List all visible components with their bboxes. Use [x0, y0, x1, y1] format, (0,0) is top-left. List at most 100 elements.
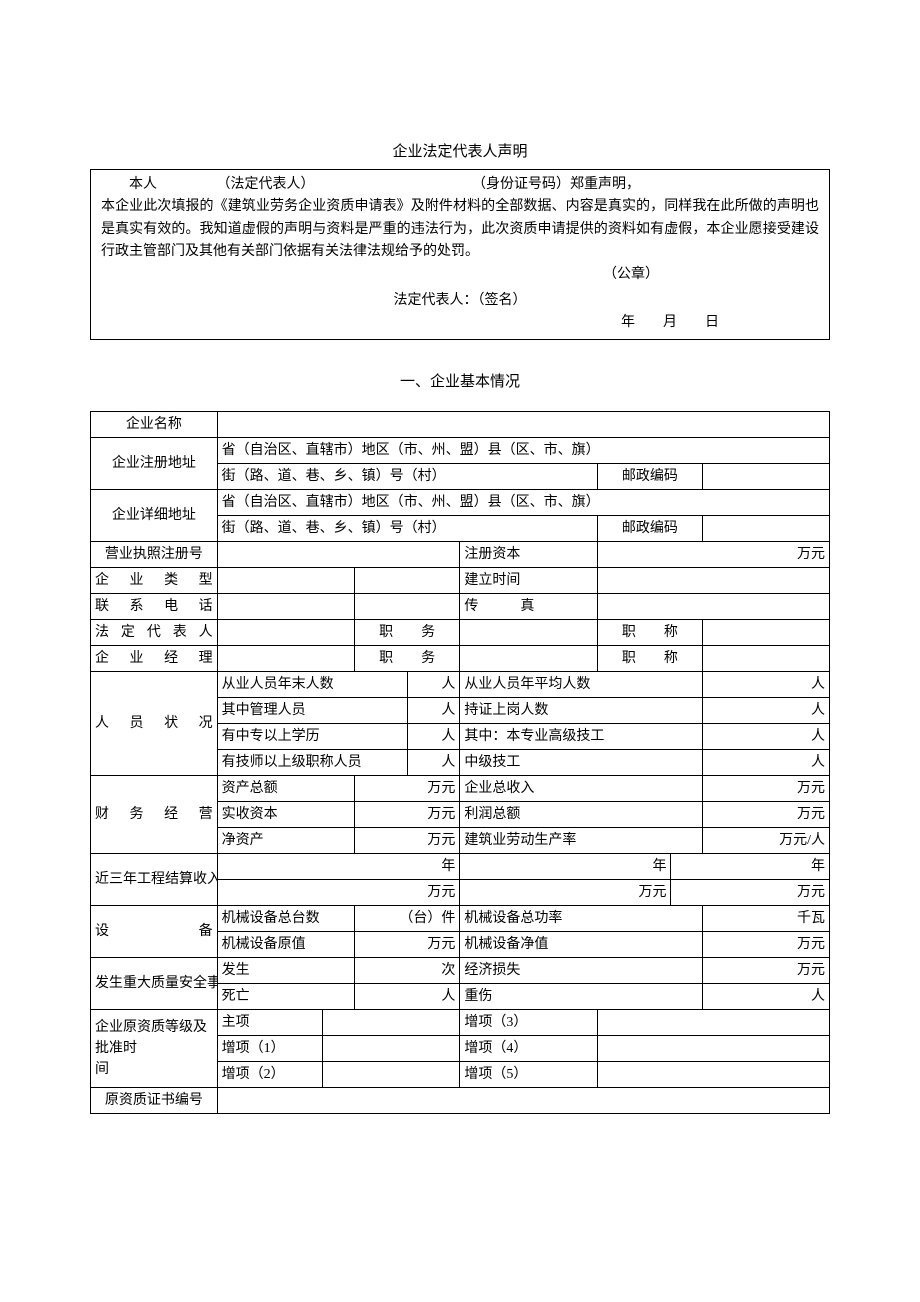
lbl-econ-loss: 经济损失 [460, 957, 703, 983]
wy-y2[interactable]: 万元 [460, 879, 671, 905]
val-detail-addr1[interactable]: 省（自治区、直辖市）地区（市、州、盟）县（区、市、旗） [217, 489, 829, 515]
val-company-type[interactable] [217, 567, 354, 593]
u-kw: 千瓦 [703, 905, 830, 931]
val-phone[interactable] [217, 593, 354, 619]
row-finance1: 财 务 经 营 资产总额 万元 企业总收入 万元 [91, 775, 830, 801]
val-company-name[interactable] [217, 411, 829, 437]
val-job1[interactable] [460, 619, 597, 645]
val-job2[interactable] [460, 645, 597, 671]
lbl-injury: 重伤 [460, 983, 703, 1009]
u-wy5: 万元 [354, 827, 460, 853]
lbl-legal-rep: 法 定 代 表 人 [91, 619, 218, 645]
lbl-reg-address: 企业注册地址 [91, 437, 218, 489]
val-reg-addr2[interactable]: 街（路、道、巷、乡、镇）号（村） [217, 463, 597, 489]
date-label: 年 月 日 [101, 312, 819, 334]
lbl-detail-address: 企业详细地址 [91, 489, 218, 541]
u-wy8: 万元 [703, 957, 830, 983]
lbl-job2: 职 务 [354, 645, 460, 671]
row-phone: 联 系 电 话 传 真 [91, 593, 830, 619]
val-postcode1[interactable] [703, 463, 830, 489]
val-add4[interactable] [597, 1035, 829, 1061]
section1-title: 一、企业基本情况 [90, 370, 830, 391]
y1[interactable]: 年 [217, 853, 460, 879]
lbl-title2: 职 称 [597, 645, 703, 671]
lbl-mgmt-staff: 其中管理人员 [217, 697, 407, 723]
val-add1[interactable] [323, 1035, 460, 1061]
y3[interactable]: 年 [671, 853, 830, 879]
lbl-phone: 联 系 电 话 [91, 593, 218, 619]
val-legal-rep[interactable] [217, 619, 354, 645]
val-phone2[interactable] [354, 593, 460, 619]
u-p8: 人 [703, 749, 830, 775]
info-table: 企业名称 企业注册地址 省（自治区、直辖市）地区（市、州、盟）县（区、市、旗） … [90, 411, 830, 1114]
u-wyr: 万元/人 [703, 827, 830, 853]
val-license-no[interactable] [217, 541, 460, 567]
val-reg-capital[interactable]: 万元 [597, 541, 829, 567]
lbl-total-assets: 资产总额 [217, 775, 354, 801]
u-wy6: 万元 [354, 931, 460, 957]
u-wy1: 万元 [354, 775, 460, 801]
lbl-equipment: 设 备 [91, 905, 218, 957]
lbl-manager: 企 业 经 理 [91, 645, 218, 671]
lbl-title1: 职 称 [597, 619, 703, 645]
val-fax[interactable] [597, 593, 829, 619]
lbl-productivity: 建筑业劳动生产率 [460, 827, 703, 853]
val-company-type2[interactable] [354, 567, 460, 593]
lbl-establish-date: 建立时间 [460, 567, 597, 593]
u-times: 次 [354, 957, 460, 983]
row-company-name: 企业名称 [91, 411, 830, 437]
u-p6: 人 [703, 723, 830, 749]
row-equip1: 设 备 机械设备总台数 （台）件 机械设备总功率 千瓦 [91, 905, 830, 931]
lbl-equip-count: 机械设备总台数 [217, 905, 354, 931]
val-orig-cert-no[interactable] [217, 1087, 829, 1113]
u-wy2: 万元 [703, 775, 830, 801]
val-title2[interactable] [703, 645, 830, 671]
lbl-three-year: 近三年工程结算收入 [91, 853, 218, 905]
row-detail-addr1: 企业详细地址 省（自治区、直辖市）地区（市、州、盟）县（区、市、旗） [91, 489, 830, 515]
u-wy4: 万元 [703, 801, 830, 827]
lbl-license-no: 营业执照注册号 [91, 541, 218, 567]
lbl-add5: 增项（5） [460, 1061, 597, 1087]
row-legal-rep: 法 定 代 表 人 职 务 职 称 [91, 619, 830, 645]
lbl-net-assets: 净资产 [217, 827, 354, 853]
lbl-add4: 增项（4） [460, 1035, 597, 1061]
lbl-job1: 职 务 [354, 619, 460, 645]
u-wy7: 万元 [703, 931, 830, 957]
row-reg-addr1: 企业注册地址 省（自治区、直辖市）地区（市、州、盟）县（区、市、旗） [91, 437, 830, 463]
y2[interactable]: 年 [460, 853, 671, 879]
lbl-staff-end: 从业人员年末人数 [217, 671, 407, 697]
row-cert-no: 原资质证书编号 [91, 1087, 830, 1113]
val-title1[interactable] [703, 619, 830, 645]
lbl-reg-capital: 注册资本 [460, 541, 597, 567]
lbl-profit: 利润总额 [460, 801, 703, 827]
val-detail-addr2[interactable]: 街（路、道、巷、乡、镇）号（村） [217, 515, 597, 541]
declaration-line1: 本人 （法定代表人） （身份证号码）郑重声明， [101, 174, 819, 196]
declaration-body: 本企业此次填报的《建筑业劳务企业资质申请表》及附件材料的全部数据、内容是真实的，… [101, 196, 819, 263]
lbl-orig-cert-no: 原资质证书编号 [91, 1087, 218, 1113]
val-add2[interactable] [323, 1061, 460, 1087]
row-manager: 企 业 经 理 职 务 职 称 [91, 645, 830, 671]
u-wy3: 万元 [354, 801, 460, 827]
lbl-staff-avg: 从业人员年平均人数 [460, 671, 703, 697]
val-reg-addr1[interactable]: 省（自治区、直辖市）地区（市、州、盟）县（区、市、旗） [217, 437, 829, 463]
val-main-item[interactable] [323, 1009, 460, 1035]
lbl-add3: 增项（3） [460, 1009, 597, 1035]
lbl-fax: 传 真 [460, 593, 597, 619]
u-p2: 人 [703, 671, 830, 697]
u-eq1: （台）件 [354, 905, 460, 931]
lbl-company-type: 企 业 类 型 [91, 567, 218, 593]
wy-y3[interactable]: 万元 [671, 879, 830, 905]
lbl-company-name: 企业名称 [91, 411, 218, 437]
val-add5[interactable] [597, 1061, 829, 1087]
val-add3[interactable] [597, 1009, 829, 1035]
val-postcode2[interactable] [703, 515, 830, 541]
val-manager[interactable] [217, 645, 354, 671]
decl-role: （法定代表人） [217, 177, 315, 192]
lbl-accident: 发生重大质量安全事故 [91, 957, 218, 1009]
u-p5: 人 [407, 723, 460, 749]
val-establish-date[interactable] [597, 567, 829, 593]
wy-y1[interactable]: 万元 [217, 879, 460, 905]
lbl-orig-qual: 企业原资质等级及批准时 间 [91, 1009, 218, 1087]
u-p9: 人 [354, 983, 460, 1009]
lbl-senior-tech: 其中：本专业高级技工 [460, 723, 703, 749]
